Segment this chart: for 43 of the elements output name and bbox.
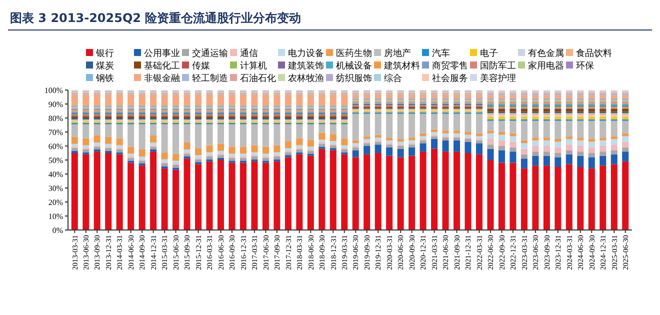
legend-label: 家用电器 [528,60,564,72]
y-tick-label: 80% [48,114,64,123]
legend-label: 银行 [95,48,114,59]
legend-label: 机械设备 [336,60,372,72]
legend-label: 交通运输 [192,48,228,59]
legend-label: 纺织服饰 [336,73,372,84]
legend-label: 食品饮料 [576,48,612,59]
legend-label: 基础化工 [144,60,180,72]
legend-label: 建筑材料 [383,60,420,72]
legend-label: 医药生物 [336,48,372,59]
legend-label: 电力设备 [288,48,324,59]
legend-label: 综合 [384,73,402,84]
legend-label: 非银金融 [144,73,180,84]
legend-label: 社会服务 [432,73,468,84]
y-tick-label: 90% [48,100,64,109]
chart-title: 图表 3 2013-2025Q2 险资重仓流通股行业分布变动 [10,11,302,25]
y-tick-label: 100% [44,86,64,95]
y-tick-label: 50% [48,156,64,165]
y-tick-label: 60% [48,142,64,151]
legend-label: 电子 [480,48,498,59]
legend-label: 石油石化 [240,73,276,84]
legend-label: 环保 [576,60,594,72]
legend-label: 国防军工 [480,60,516,72]
y-tick-label: 20% [48,198,64,207]
y-tick-label: 40% [48,170,64,179]
legend-label: 传媒 [192,60,210,72]
legend-label: 美容护理 [480,73,516,84]
legend-label: 房地产 [384,48,411,59]
y-tick-label: 10% [48,212,64,221]
legend-label: 钢铁 [95,73,114,84]
legend-label: 农林牧渔 [288,73,324,84]
y-tick-label: 70% [48,128,64,137]
legend-label: 商贸零售 [432,60,468,72]
legend-label: 建筑装饰 [287,60,324,72]
legend-label: 轻工制造 [192,73,228,84]
legend-label: 计算机 [240,60,267,72]
legend-label: 公用事业 [144,48,180,59]
y-tick-label: 0% [52,226,64,235]
legend-label: 汽车 [432,48,450,59]
legend-label: 通信 [240,48,258,59]
legend-label: 煤炭 [96,60,114,72]
y-tick-label: 30% [48,184,64,193]
legend-label: 有色金属 [528,48,564,59]
